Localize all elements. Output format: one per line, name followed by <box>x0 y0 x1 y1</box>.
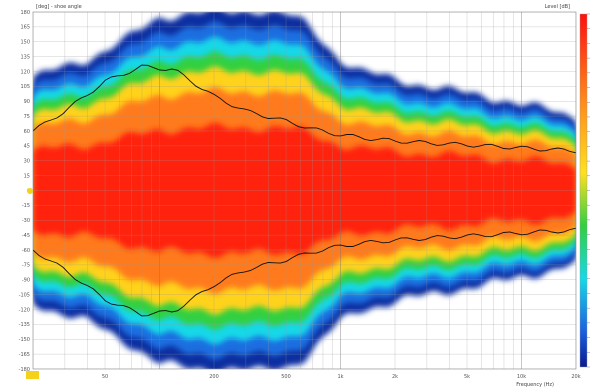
colorbar <box>579 13 590 368</box>
y-tick-label: -165 <box>19 352 30 358</box>
y-tick-label: 75 <box>24 114 30 120</box>
y-tick-label: 120 <box>20 69 30 75</box>
x-axis-title: Frequency (Hz) <box>516 382 554 388</box>
x-tick-label: 10k <box>517 374 526 380</box>
x-tick-label: 5k <box>464 374 470 380</box>
y-tick-label: 180 <box>20 10 30 16</box>
y-tick-label: -75 <box>22 263 30 269</box>
y-tick-label: -60 <box>22 248 30 254</box>
y-axis-title: [deg] - shoe angle <box>36 4 82 10</box>
y-tick-label: -135 <box>19 322 30 328</box>
y-tick-label: 105 <box>20 84 30 90</box>
grid-lines <box>33 12 576 369</box>
y-tick-label: 165 <box>20 25 30 31</box>
y-tick-label: -45 <box>22 233 30 239</box>
colorbar-title: Level [dB] <box>545 4 570 10</box>
x-tick-label: 200 <box>209 374 219 380</box>
x-axis-ticks: 50 200 500 1k 2k 5k 10k 20k <box>102 374 581 380</box>
y-tick-label: -180 <box>19 367 30 373</box>
x-tick-label: 20k <box>571 374 580 380</box>
x-tick-label: 500 <box>281 374 291 380</box>
y-tick-label: -105 <box>19 292 30 298</box>
y-tick-label: -150 <box>19 337 30 343</box>
plot-area <box>33 12 576 369</box>
contour-line-upper <box>33 64 576 154</box>
y-tick-label: -90 <box>22 278 30 284</box>
contour-lines <box>33 64 576 317</box>
y-tick-label: 135 <box>20 54 30 60</box>
y-tick-label: -120 <box>19 307 30 313</box>
x-tick-label: 2k <box>392 374 398 380</box>
y-tick-label: 60 <box>24 129 30 135</box>
y-tick-label: 150 <box>20 40 30 46</box>
contour-line-lower <box>33 227 576 317</box>
x-tick-label: 1k <box>337 374 343 380</box>
origin-marker <box>26 371 39 379</box>
y-tick-label: 15 <box>24 173 30 179</box>
y-tick-label: 30 <box>24 159 30 165</box>
x-tick-label: 50 <box>102 374 108 380</box>
y-tick-label: -30 <box>22 218 30 224</box>
y-tick-label: -15 <box>22 203 30 209</box>
y-tick-label: 45 <box>24 144 30 150</box>
y-tick-label: 90 <box>24 99 30 105</box>
zero-angle-marker <box>27 188 33 194</box>
